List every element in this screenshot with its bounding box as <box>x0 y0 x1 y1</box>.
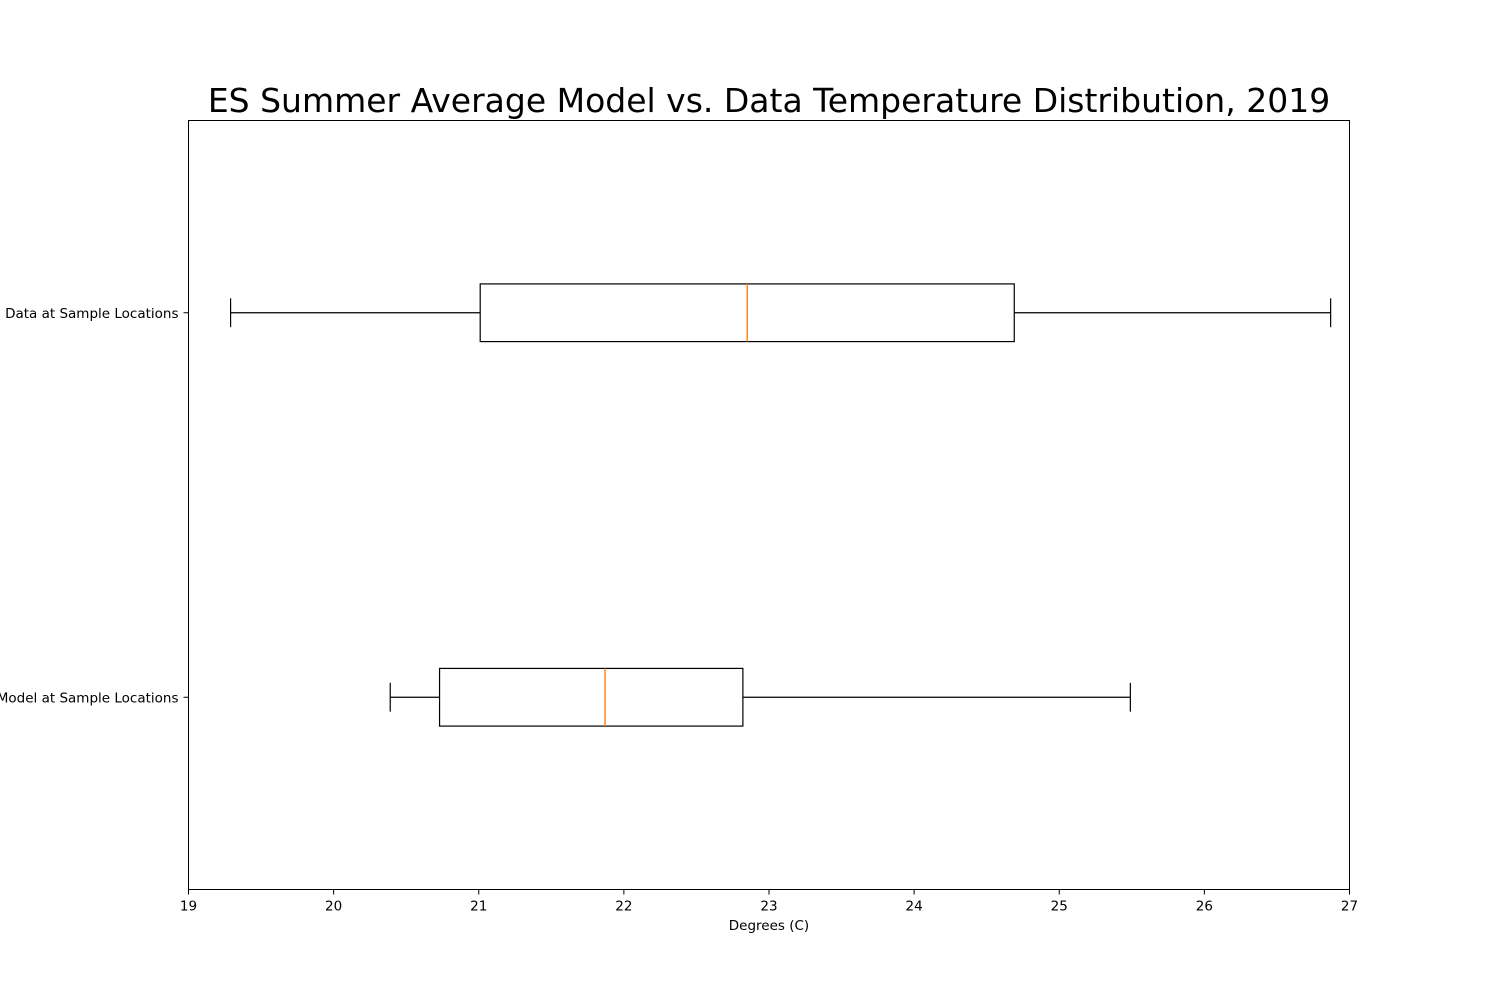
x-axis-label: Degrees (C) <box>729 918 809 934</box>
y-tick-label: Data at Sample Locations <box>5 306 178 322</box>
box-group <box>389 667 1131 727</box>
x-tick-label: 22 <box>615 899 632 915</box>
y-tick-label: Model at Sample Locations <box>0 690 179 706</box>
x-axis-ticks: 19 20 21 22 23 24 25 26 27 <box>180 889 1358 915</box>
x-tick-label: 21 <box>470 899 487 915</box>
y-axis-ticks: Data at Sample Locations Model at Sample … <box>0 306 189 706</box>
x-tick-label: 25 <box>1051 899 1068 915</box>
x-tick-label: 19 <box>180 899 197 915</box>
plot-frame <box>188 120 1350 890</box>
box-group <box>229 283 1332 343</box>
x-tick-label: 26 <box>1196 899 1213 915</box>
box-series <box>229 283 1332 727</box>
iqr-box <box>438 667 744 727</box>
x-tick-label: 24 <box>906 899 923 915</box>
x-tick-label: 27 <box>1341 899 1358 915</box>
chart-title: ES Summer Average Model vs. Data Tempera… <box>208 81 1330 120</box>
x-tick-label: 23 <box>760 899 777 915</box>
x-tick-label: 20 <box>325 899 342 915</box>
